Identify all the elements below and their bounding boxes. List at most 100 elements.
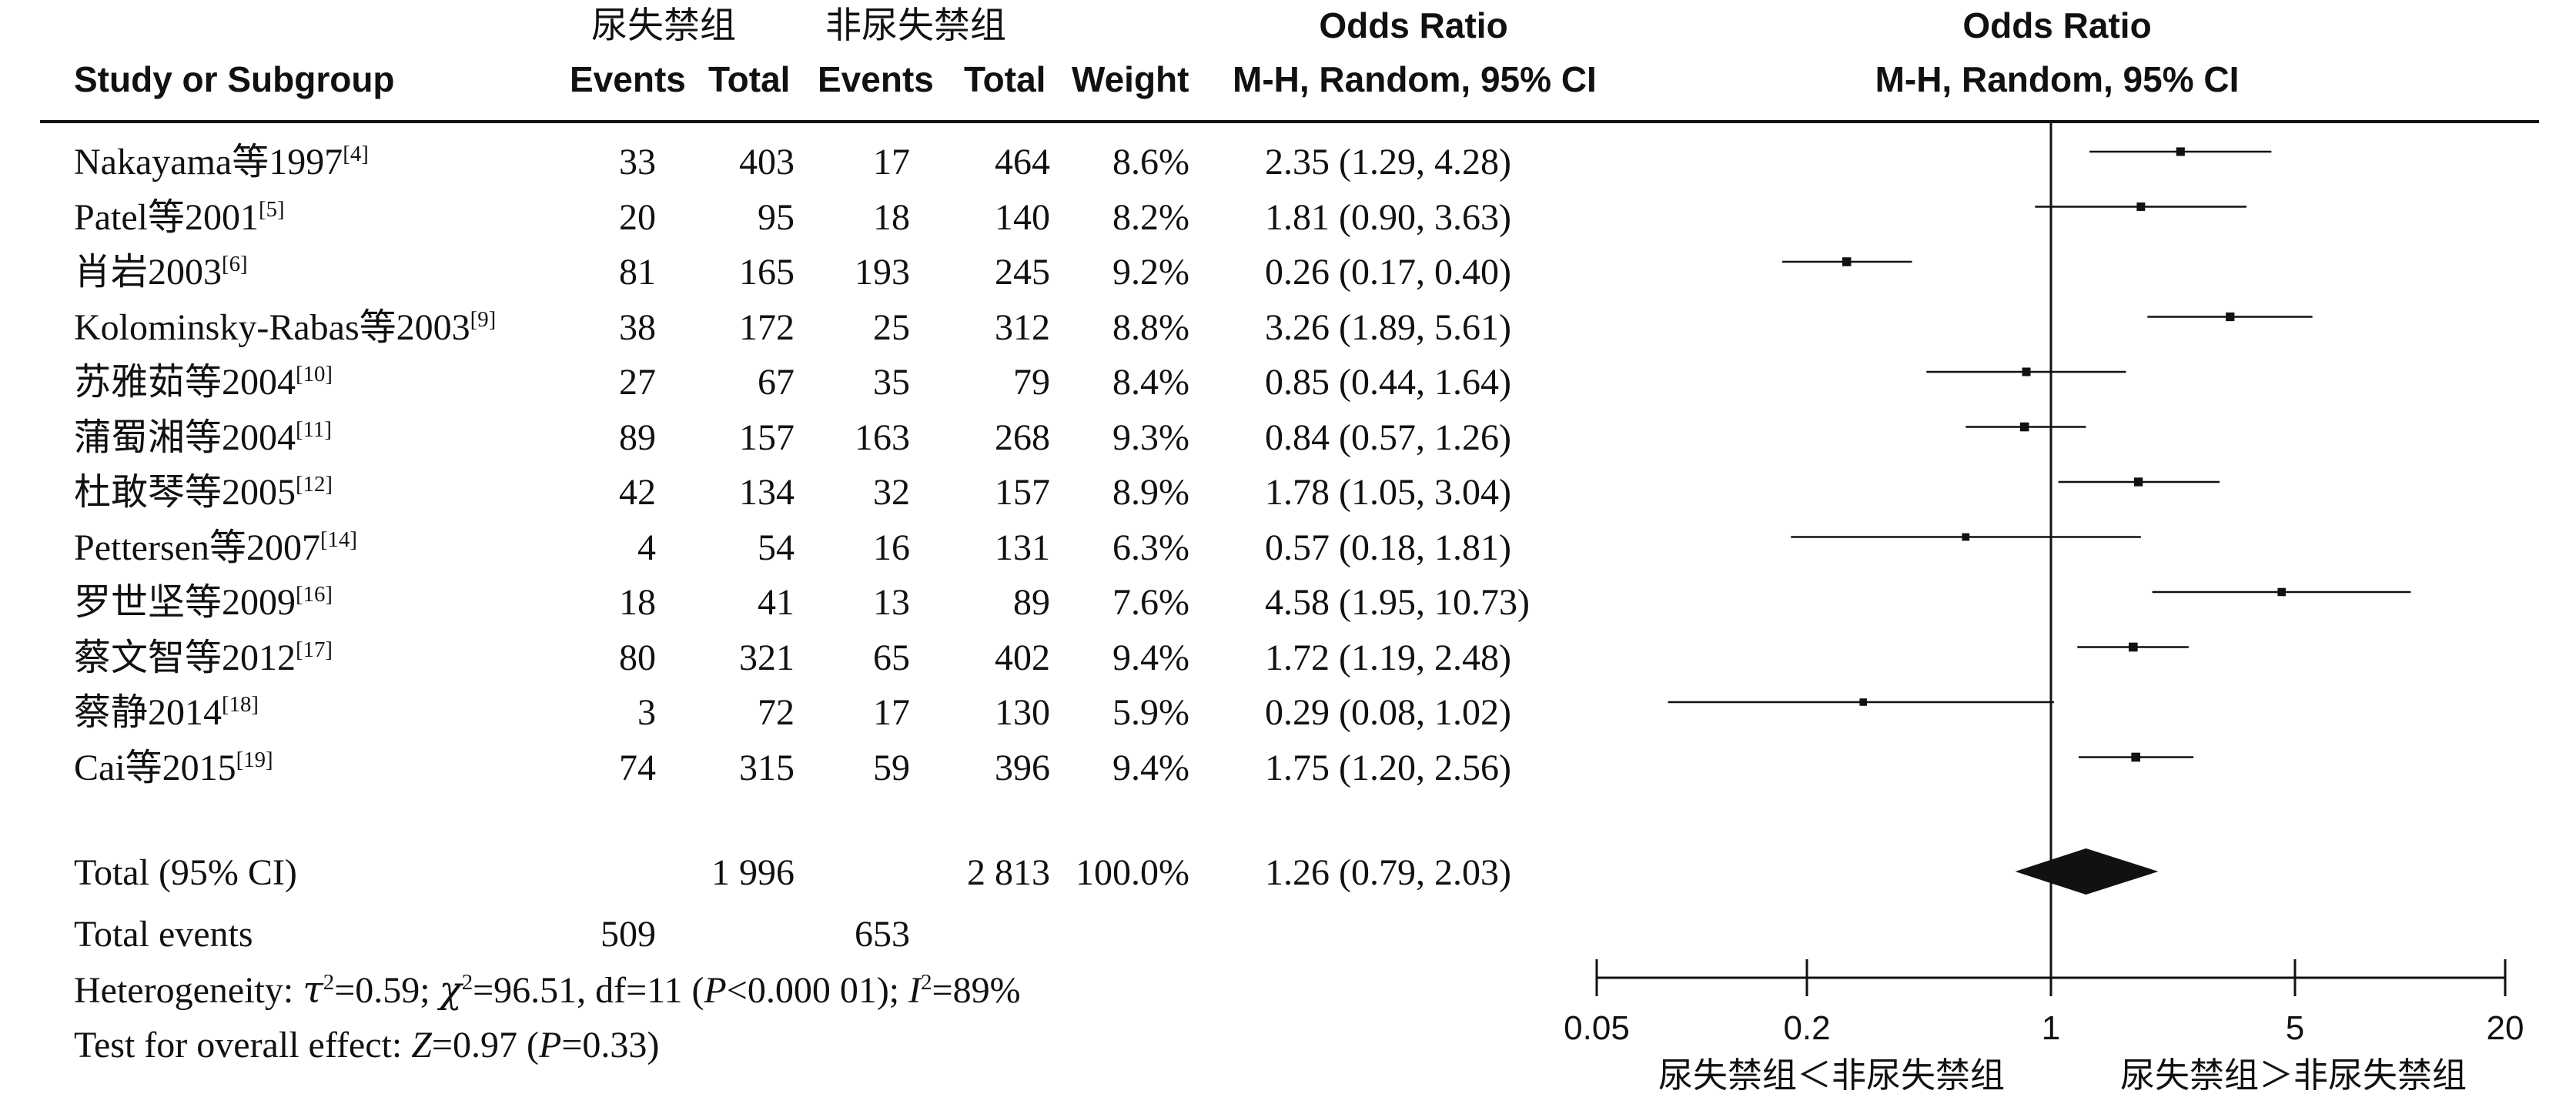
total-events-label: Total events: [74, 914, 253, 955]
cell-e1: 89: [619, 417, 656, 458]
cell-t1: 321: [739, 637, 795, 678]
overall-effect: Test for overall effect: Z=0.97 (P=0.33): [74, 1025, 660, 1066]
cell-e2: 59: [873, 748, 910, 788]
cell-weight: 8.2%: [1112, 197, 1189, 238]
cell-e2: 13: [873, 582, 910, 623]
cell-t2: 140: [995, 197, 1050, 238]
study-col-header: Study or Subgroup: [74, 59, 395, 99]
point-marker: [2022, 367, 2031, 376]
cell-ci: 1.72 (1.19, 2.48): [1265, 637, 1511, 678]
x-tick-label: 1: [2042, 1009, 2060, 1047]
cell-e2: 16: [873, 527, 910, 568]
study-name: 蔡文智等2012[17]: [74, 637, 333, 678]
study-name: Pettersen等2007[14]: [74, 527, 357, 568]
study-name: 蔡静2014[18]: [74, 692, 259, 733]
or-method: M-H, Random, 95% CI: [1233, 59, 1597, 99]
header-rule: [40, 120, 2539, 123]
cell-t2: 268: [995, 417, 1050, 458]
events2-header: Events: [818, 59, 934, 99]
study-name: 罗世坚等2009[16]: [74, 582, 333, 623]
cell-e2: 193: [855, 252, 910, 293]
study-name: Kolominsky-Rabas等2003[9]: [74, 307, 497, 348]
cell-e1: 18: [619, 582, 656, 623]
cell-t1: 72: [758, 692, 795, 733]
plot-title: Odds Ratio: [1962, 5, 2152, 45]
x-tick-label: 0.05: [1564, 1009, 1630, 1047]
cell-ci: 0.84 (0.57, 1.26): [1265, 417, 1511, 458]
reference-mark: [16]: [296, 582, 333, 607]
cell-t1: 95: [758, 197, 795, 238]
total-label: Total (95% CI): [74, 852, 297, 893]
cell-e2: 17: [873, 142, 910, 182]
summary-diamond: [2015, 848, 2159, 895]
point-marker: [1859, 698, 1867, 706]
weight-header: Weight: [1072, 59, 1189, 99]
cell-e2: 35: [873, 362, 910, 403]
cell-ci: 0.85 (0.44, 1.64): [1265, 362, 1511, 403]
cell-t1: 165: [739, 252, 795, 293]
cell-e1: 4: [637, 527, 656, 568]
point-marker: [2136, 202, 2146, 211]
cell-t1: 134: [739, 472, 795, 513]
events1-header: Events: [570, 59, 686, 99]
cell-e2: 65: [873, 637, 910, 678]
cell-e1: 20: [619, 197, 656, 238]
cell-weight: 8.6%: [1112, 142, 1189, 182]
direction-label-left: 尿失禁组＜非尿失禁组: [1658, 1055, 2005, 1096]
x-tick-label: 5: [2286, 1009, 2304, 1047]
cell-e1: 38: [619, 307, 656, 348]
cell-weight: 9.4%: [1112, 748, 1189, 788]
total2-header: Total: [964, 59, 1046, 99]
group2-header: 非尿失禁组: [825, 5, 1006, 47]
group1-header: 尿失禁组: [591, 5, 736, 47]
study-name: Nakayama等1997[4]: [74, 142, 369, 182]
point-marker: [2226, 312, 2235, 322]
cell-e1: 81: [619, 252, 656, 293]
study-name: 肖岩2003[6]: [74, 252, 248, 293]
reference-mark: [4]: [343, 142, 369, 166]
cell-e1: 74: [619, 748, 656, 788]
cell-ci: 0.57 (0.18, 1.81): [1265, 527, 1511, 568]
reference-mark: [18]: [222, 692, 259, 717]
plot-method: M-H, Random, 95% CI: [1875, 59, 2240, 99]
cell-ci: 1.81 (0.90, 3.63): [1265, 197, 1511, 238]
cell-e1: 42: [619, 472, 656, 513]
reference-mark: [5]: [258, 197, 285, 222]
total1-header: Total: [708, 59, 791, 99]
total-n1: 1 996: [711, 852, 795, 893]
total-weight: 100.0%: [1076, 852, 1189, 893]
total-events-e1: 509: [601, 914, 656, 955]
x-tick-label: 0.2: [1783, 1009, 1830, 1047]
cell-weight: 7.6%: [1112, 582, 1189, 623]
total-ci: 1.26 (0.79, 2.03): [1265, 852, 1511, 893]
cell-weight: 9.4%: [1112, 637, 1189, 678]
cell-e1: 3: [637, 692, 656, 733]
point-marker: [2019, 422, 2029, 432]
cell-weight: 9.2%: [1112, 252, 1189, 293]
cell-weight: 6.3%: [1112, 527, 1189, 568]
cell-t1: 403: [739, 142, 795, 182]
reference-mark: [11]: [296, 417, 332, 442]
x-tick-label: 20: [2487, 1009, 2524, 1047]
cell-ci: 0.26 (0.17, 0.40): [1265, 252, 1511, 293]
point-marker: [2277, 587, 2286, 597]
cell-e2: 18: [873, 197, 910, 238]
cell-t2: 131: [995, 527, 1050, 568]
cell-t2: 312: [995, 307, 1050, 348]
reference-mark: [17]: [296, 637, 333, 662]
point-marker: [2176, 147, 2185, 156]
cell-t1: 315: [739, 748, 795, 788]
reference-mark: [12]: [296, 472, 333, 497]
cell-e2: 163: [855, 417, 910, 458]
cell-t2: 79: [1013, 362, 1050, 403]
reference-mark: [6]: [222, 252, 248, 276]
cell-t2: 89: [1013, 582, 1050, 623]
cell-t1: 157: [739, 417, 795, 458]
total-n2: 2 813: [967, 852, 1050, 893]
cell-t1: 172: [739, 307, 795, 348]
reference-mark: [10]: [296, 362, 333, 386]
cell-weight: 8.4%: [1112, 362, 1189, 403]
reference-mark: [14]: [319, 527, 357, 552]
cell-weight: 8.8%: [1112, 307, 1189, 348]
or-title: Odds Ratio: [1319, 5, 1508, 45]
